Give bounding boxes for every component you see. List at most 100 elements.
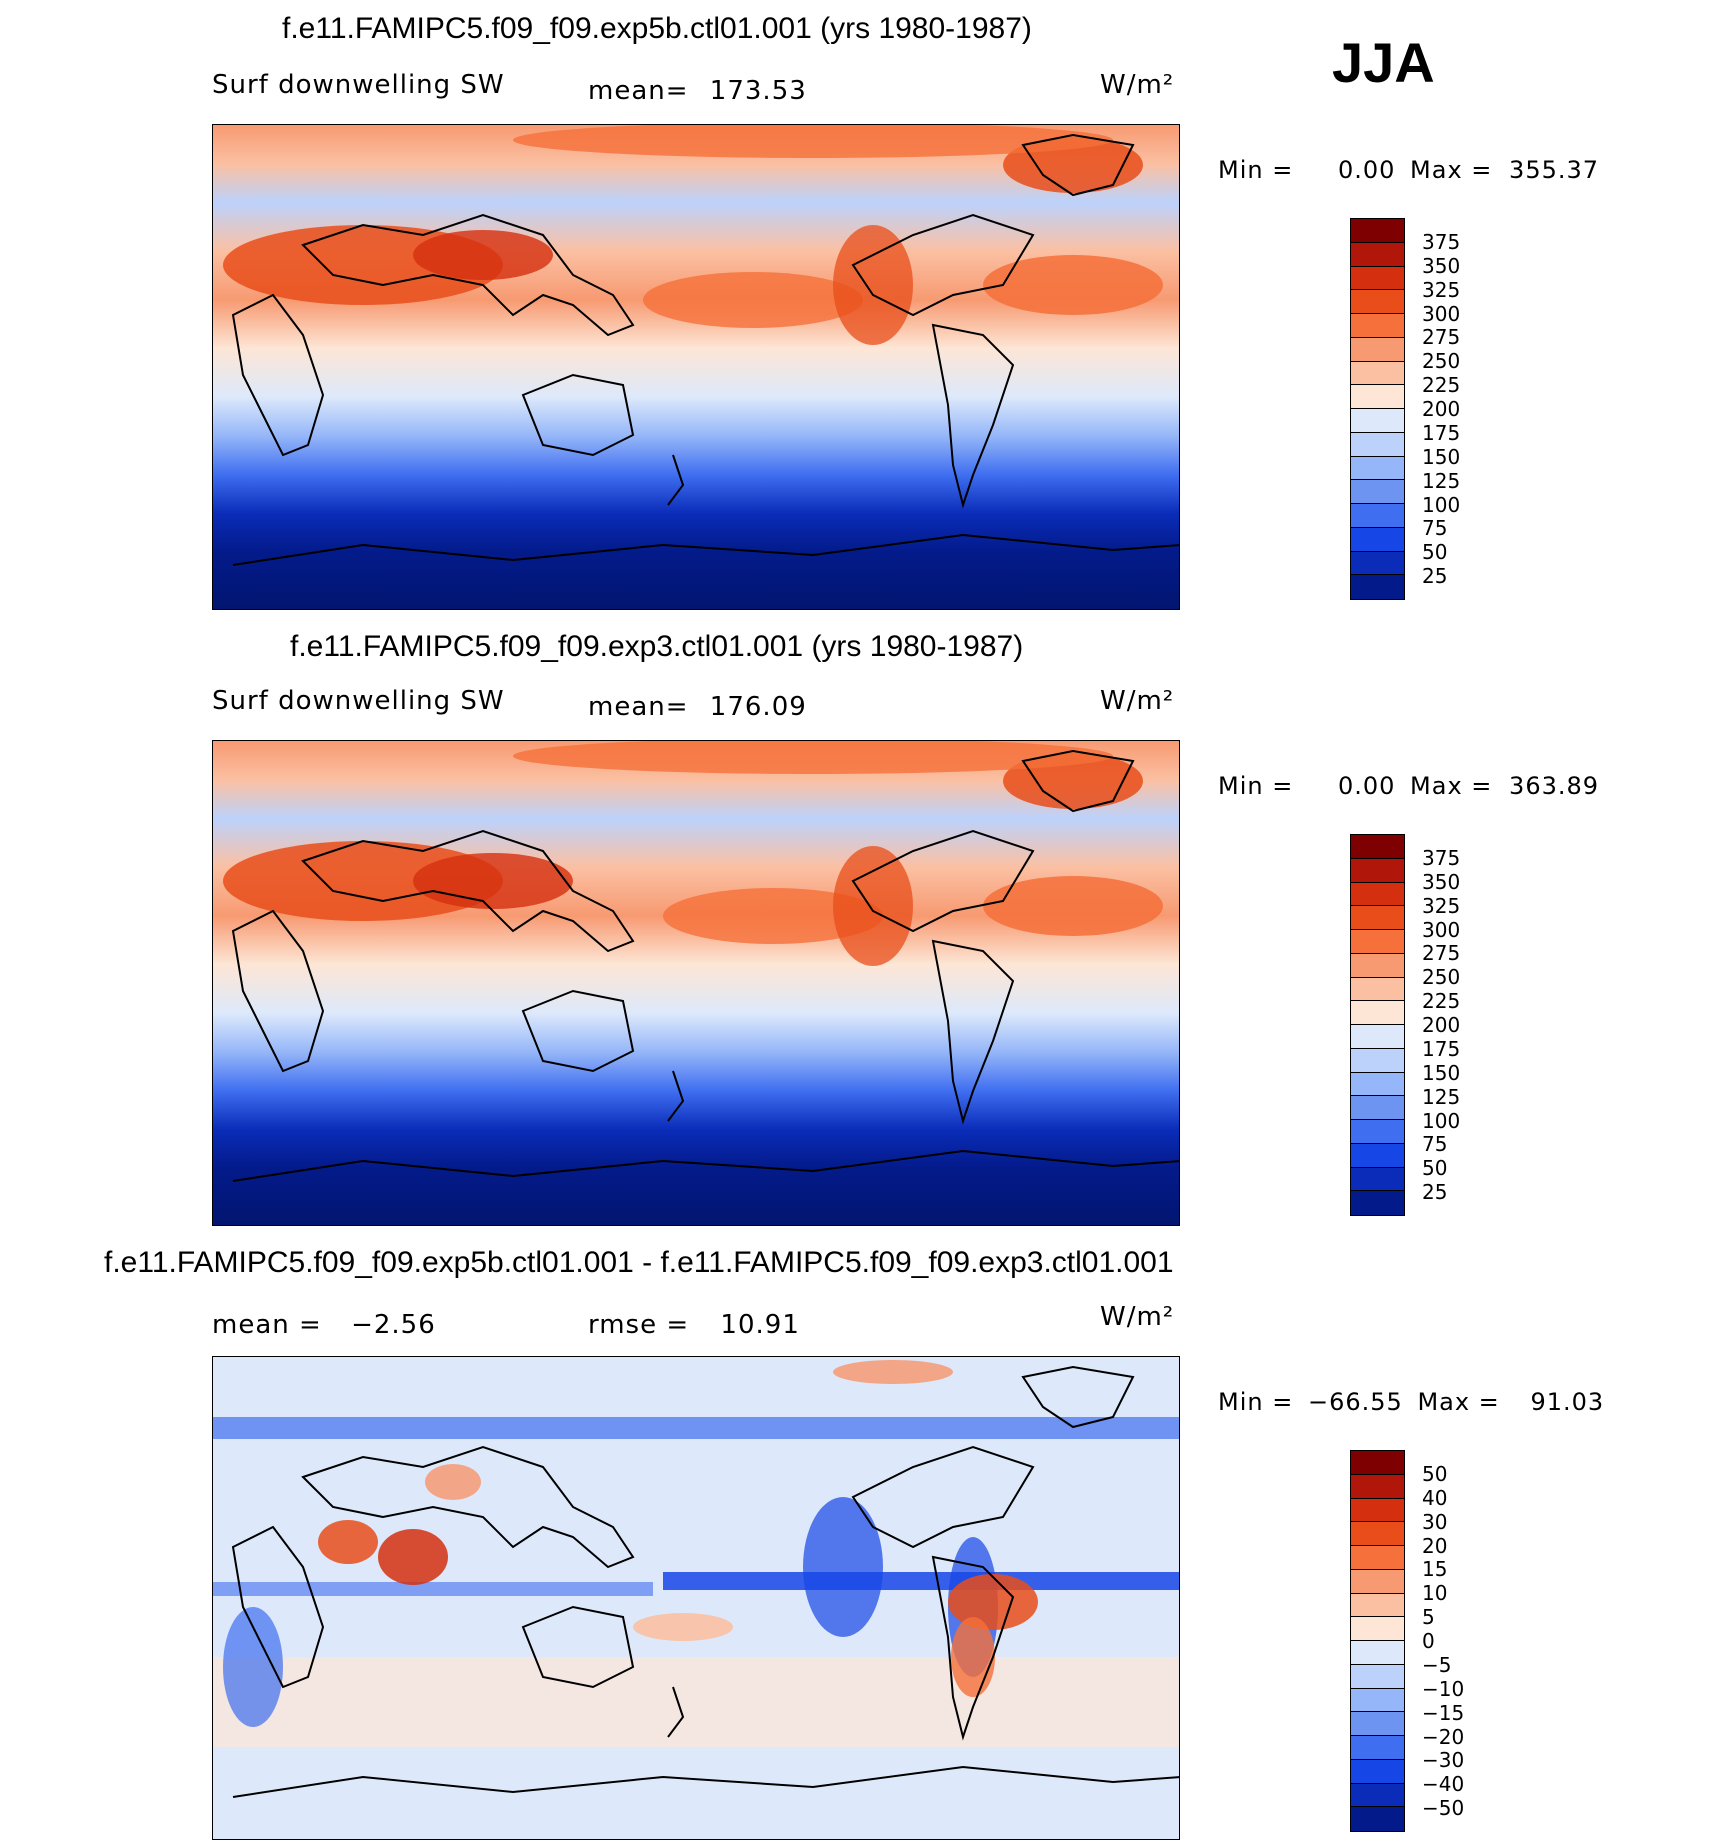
colorbar-swatch xyxy=(1351,1641,1404,1665)
colorbar-tick-label: 40 xyxy=(1422,1485,1448,1510)
panel-2-max-label: Max = xyxy=(1410,772,1493,800)
panel-3-title: f.e11.FAMIPC5.f09_f09.exp5b.ctl01.001 - … xyxy=(104,1246,1174,1279)
panel-1-title: f.e11.FAMIPC5.f09_f09.exp5b.ctl01.001 (y… xyxy=(282,12,1032,45)
panel-2-map xyxy=(212,740,1180,1226)
colorbar-swatch xyxy=(1351,1664,1404,1689)
colorbar-swatch xyxy=(1351,1120,1404,1144)
panel-3-minmax: Min = −66.55 Max = 91.03 xyxy=(1218,1388,1604,1416)
panel-1-mean: mean= 173.53 xyxy=(588,76,807,106)
colorbar-swatch xyxy=(1351,1759,1404,1784)
colorbar-swatch xyxy=(1351,1048,1404,1073)
colorbar-swatch xyxy=(1351,1617,1404,1641)
colorbar-swatch xyxy=(1351,504,1404,528)
colorbar-tick-label: 225 xyxy=(1422,989,1461,1014)
colorbar-tick-label: 75 xyxy=(1422,1132,1448,1157)
colorbar-swatch xyxy=(1351,1569,1404,1594)
panel-3-units: W/m² xyxy=(1100,1302,1175,1332)
colorbar-tick-label: 50 xyxy=(1422,540,1448,565)
colorbar-swatch xyxy=(1351,1451,1404,1475)
panel-2-variable: Surf downwelling SW xyxy=(212,686,505,716)
panel-2-min-label: Min = xyxy=(1218,772,1294,800)
colorbar-swatch xyxy=(1351,1783,1404,1808)
colorbar-swatch xyxy=(1351,527,1404,552)
colorbar-tick-label: −40 xyxy=(1422,1772,1465,1797)
colorbar-tick-label: 100 xyxy=(1422,492,1461,517)
panel-2-mean-value: 176.09 xyxy=(709,692,807,722)
panel-3-max-value: 91.03 xyxy=(1530,1388,1605,1416)
panel-2-colorbar xyxy=(1350,834,1405,1216)
colorbar-swatch xyxy=(1351,361,1404,386)
colorbar-swatch xyxy=(1351,1072,1404,1097)
colorbar-tick-label: 25 xyxy=(1422,1180,1448,1205)
panel-3-mean: mean = −2.56 xyxy=(212,1310,436,1340)
colorbar-tick-label: 300 xyxy=(1422,301,1461,326)
colorbar-swatch xyxy=(1351,953,1404,978)
colorbar-tick-label: 275 xyxy=(1422,941,1461,966)
panel-3-min-label: Min = xyxy=(1218,1388,1294,1416)
panel-3-rmse-label: rmse = xyxy=(588,1310,690,1340)
colorbar-tick-label: 10 xyxy=(1422,1581,1448,1606)
colorbar-swatch xyxy=(1351,1096,1404,1120)
colorbar-swatch xyxy=(1351,1474,1404,1499)
colorbar-swatch xyxy=(1351,1807,1404,1831)
colorbar-swatch xyxy=(1351,551,1404,576)
colorbar-tick-label: −5 xyxy=(1422,1652,1452,1677)
colorbar-tick-label: 175 xyxy=(1422,1036,1461,1061)
colorbar-tick-label: 350 xyxy=(1422,869,1461,894)
panel-3-mean-label: mean = xyxy=(212,1310,322,1340)
panel-1-minmax: Min = 0.00 Max = 355.37 xyxy=(1218,156,1599,184)
colorbar-tick-label: 150 xyxy=(1422,444,1461,469)
colorbar-swatch xyxy=(1351,456,1404,481)
panel-3-min-value: −66.55 xyxy=(1307,1388,1403,1416)
colorbar-tick-label: 200 xyxy=(1422,397,1461,421)
colorbar-tick-label: −30 xyxy=(1422,1748,1465,1773)
panel-2-max-value: 363.89 xyxy=(1509,772,1600,800)
colorbar-tick-label: 100 xyxy=(1422,1108,1461,1133)
panel-1-colorbar xyxy=(1350,218,1405,600)
panel-1-min-value: 0.00 xyxy=(1337,156,1396,184)
colorbar-tick-label: 50 xyxy=(1422,1156,1448,1181)
colorbar-tick-label: 20 xyxy=(1422,1533,1448,1558)
panel-2-title: f.e11.FAMIPC5.f09_f09.exp3.ctl01.001 (yr… xyxy=(290,630,1024,663)
panel-2-units: W/m² xyxy=(1100,686,1175,716)
panel-1-mean-label: mean= xyxy=(588,76,689,106)
panel-3-field xyxy=(213,1357,1179,1839)
colorbar-swatch xyxy=(1351,219,1404,243)
panel-3-mean-value: −2.56 xyxy=(351,1310,436,1340)
colorbar-swatch xyxy=(1351,1143,1404,1168)
colorbar-swatch xyxy=(1351,1593,1404,1618)
colorbar-swatch xyxy=(1351,409,1404,433)
colorbar-tick-label: −20 xyxy=(1422,1724,1465,1749)
colorbar-tick-label: 325 xyxy=(1422,893,1461,918)
colorbar-swatch xyxy=(1351,385,1404,409)
colorbar-swatch xyxy=(1351,1498,1404,1523)
panel-2-mean: mean= 176.09 xyxy=(588,692,807,722)
colorbar-tick-label: 125 xyxy=(1422,1084,1461,1109)
panel-1-units: W/m² xyxy=(1100,70,1175,100)
colorbar-tick-label: 150 xyxy=(1422,1060,1461,1085)
colorbar-swatch xyxy=(1351,266,1404,291)
colorbar-swatch xyxy=(1351,835,1404,859)
colorbar-swatch xyxy=(1351,1191,1404,1215)
colorbar-swatch xyxy=(1351,858,1404,883)
panel-1-mean-value: 173.53 xyxy=(709,76,807,106)
panel-1-min-label: Min = xyxy=(1218,156,1294,184)
colorbar-tick-label: 350 xyxy=(1422,253,1461,278)
colorbar-swatch xyxy=(1351,337,1404,362)
colorbar-swatch xyxy=(1351,242,1404,267)
colorbar-swatch xyxy=(1351,432,1404,457)
panel-3-colorbar xyxy=(1350,1450,1405,1832)
colorbar-tick-label: −10 xyxy=(1422,1676,1465,1701)
colorbar-tick-label: 300 xyxy=(1422,917,1461,942)
colorbar-tick-label: −15 xyxy=(1422,1700,1465,1725)
colorbar-tick-label: 375 xyxy=(1422,229,1461,254)
colorbar-tick-label: 0 xyxy=(1422,1629,1435,1653)
panel-2-field xyxy=(213,741,1179,1225)
colorbar-swatch xyxy=(1351,977,1404,1002)
colorbar-swatch xyxy=(1351,1001,1404,1025)
colorbar-swatch xyxy=(1351,1025,1404,1049)
colorbar-swatch xyxy=(1351,882,1404,907)
season-label: JJA xyxy=(1332,31,1435,94)
panel-1-variable: Surf downwelling SW xyxy=(212,70,505,100)
colorbar-swatch xyxy=(1351,480,1404,504)
